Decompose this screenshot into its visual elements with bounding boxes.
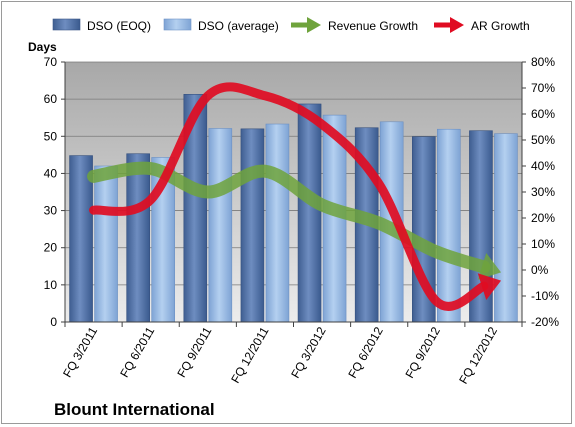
line-revenue-growth [87, 161, 491, 274]
legend-label-dso-eoq: DSO (EOQ) [87, 19, 151, 33]
x-tick-label: FQ 9/2011 [174, 324, 214, 380]
y2-tick-label: 50% [531, 133, 555, 147]
legend-swatch-dso-eoq [52, 18, 81, 31]
y-axis-title: Days [28, 40, 57, 54]
legend-swatch-ar-growth [434, 17, 464, 33]
arrowhead-ar-growth [477, 273, 502, 300]
legend-swatch-revenue-growth [291, 17, 321, 33]
trend-lines [87, 82, 502, 311]
x-tick-label: FQ 12/2011 [228, 324, 272, 385]
y-tick-label: 40 [44, 166, 58, 180]
y-axis-right-ticks: -20% -10% 0% 10% 20% 30% 40% 50% 60% 70% 80% [522, 55, 559, 329]
y2-tick-label: 20% [531, 211, 555, 225]
x-axis-ticks: FQ 3/2011 FQ 6/2011 FQ 9/2011 FQ 12/2011 FQ … [60, 324, 500, 386]
y-tick-label: 10 [44, 278, 58, 292]
x-tick-label: FQ 6/2011 [117, 324, 157, 380]
y2-tick-label: -10% [531, 289, 559, 303]
legend: DSO (EOQ) DSO (average) Revenue Growth A… [52, 17, 530, 33]
bars [69, 94, 518, 323]
y2-tick-label: 30% [531, 185, 555, 199]
y-tick-label: 60 [44, 92, 58, 106]
legend-label-ar-growth: AR Growth [471, 19, 530, 33]
line-ar-growth [89, 82, 489, 311]
y-tick-label: 20 [44, 241, 58, 255]
arrowhead-revenue-growth [477, 253, 502, 280]
y2-tick-label: 10% [531, 237, 555, 251]
bar-dso-average [437, 128, 461, 323]
legend-label-revenue-growth: Revenue Growth [328, 19, 418, 33]
bar-dso-average [265, 123, 290, 323]
legend-swatch-dso-average [163, 18, 192, 31]
bar-dso-average [494, 133, 518, 323]
x-tick-label: FQ 12/2012 [456, 324, 500, 386]
y-tick-label: 70 [44, 55, 58, 69]
y-axis-left-ticks: 0 10 20 30 40 50 60 70 [44, 55, 65, 329]
x-tick-label: FQ 9/2012 [402, 324, 443, 380]
y2-tick-label: -20% [531, 315, 559, 329]
y2-tick-label: 0% [531, 263, 549, 277]
y2-tick-label: 40% [531, 159, 555, 173]
bar-dso-average [208, 128, 233, 323]
y2-tick-label: 60% [531, 107, 555, 121]
legend-label-dso-average: DSO (average) [198, 19, 279, 33]
x-tick-label: FQ 3/2011 [60, 324, 100, 380]
y2-tick-label: 70% [531, 81, 555, 95]
bar-dso-eoq [126, 153, 150, 323]
x-tick-label: FQ 6/2012 [345, 324, 386, 380]
axes [64, 62, 523, 327]
bar-dso-eoq [240, 128, 265, 323]
x-tick-label: FQ 3/2012 [288, 324, 329, 380]
footer-company-name: Blount International [54, 400, 215, 419]
y2-tick-label: 80% [531, 55, 555, 69]
bar-dso-average [94, 165, 118, 323]
y-tick-label: 30 [44, 204, 58, 218]
y-tick-label: 0 [50, 315, 57, 329]
y-tick-label: 50 [44, 129, 58, 143]
bar-dso-eoq [297, 103, 322, 323]
